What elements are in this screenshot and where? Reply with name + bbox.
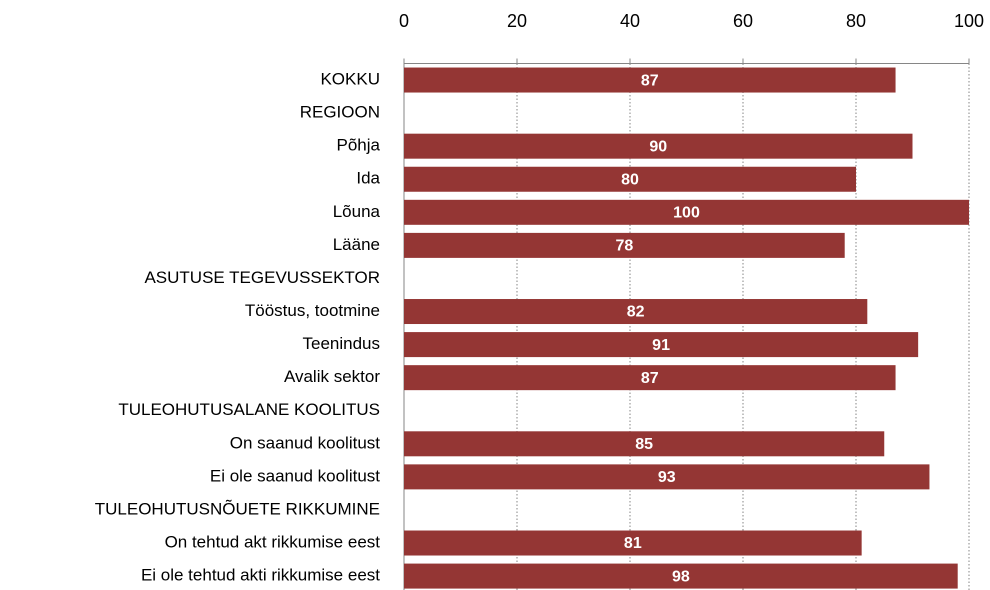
y-tick-label: Ei ole tehtud akti rikkumise eest [141, 566, 380, 585]
y-tick-label: Lõuna [333, 202, 381, 221]
value-label: 90 [649, 138, 667, 155]
x-tick-label: 20 [507, 11, 527, 31]
value-label: 91 [652, 337, 670, 354]
y-tick-label: Avalik sektor [284, 367, 380, 386]
y-tick-label: On saanud koolitust [230, 433, 381, 452]
y-tick-label: ASUTUSE TEGEVUSSEKTOR [144, 268, 380, 287]
x-tick-label: 60 [733, 11, 753, 31]
bar [404, 299, 868, 325]
value-label: 93 [658, 469, 676, 486]
x-tick-label: 0 [399, 11, 409, 31]
value-label: 81 [624, 535, 642, 552]
value-label: 98 [672, 568, 690, 585]
bar [404, 332, 919, 358]
x-tick-label: 100 [954, 11, 984, 31]
y-tick-label: REGIOON [300, 103, 380, 122]
bar [404, 530, 862, 556]
value-label: 80 [621, 171, 639, 188]
x-tick-label: 80 [846, 11, 866, 31]
value-label: 78 [615, 238, 633, 255]
y-tick-label: KOKKU [320, 70, 380, 89]
bar [404, 365, 896, 391]
value-label: 85 [635, 436, 653, 453]
bar [404, 166, 856, 192]
bar [404, 133, 913, 159]
bar [404, 232, 845, 258]
bar [404, 563, 958, 589]
value-label: 82 [627, 304, 645, 321]
y-tick-label: Lääne [333, 235, 380, 254]
bar [404, 431, 885, 457]
x-tick-label: 40 [620, 11, 640, 31]
y-tick-label: TULEOHUTUSALANE KOOLITUS [118, 400, 380, 419]
bar [404, 199, 969, 225]
y-tick-label: Teenindus [302, 334, 380, 353]
y-tick-label: Tööstus, tootmine [245, 301, 380, 320]
bar [404, 67, 896, 93]
value-label: 100 [673, 205, 700, 222]
bar [404, 464, 930, 490]
y-tick-label: On tehtud akt rikkumise eest [165, 532, 381, 551]
value-label: 87 [641, 72, 659, 89]
value-label: 87 [641, 370, 659, 387]
y-tick-label: Ida [356, 169, 380, 188]
y-tick-label: Ei ole saanud koolitust [210, 466, 380, 485]
y-tick-label: Põhja [337, 136, 381, 155]
y-tick-label: TULEOHUTUSNÕUETE RIKKUMINE [95, 499, 380, 518]
